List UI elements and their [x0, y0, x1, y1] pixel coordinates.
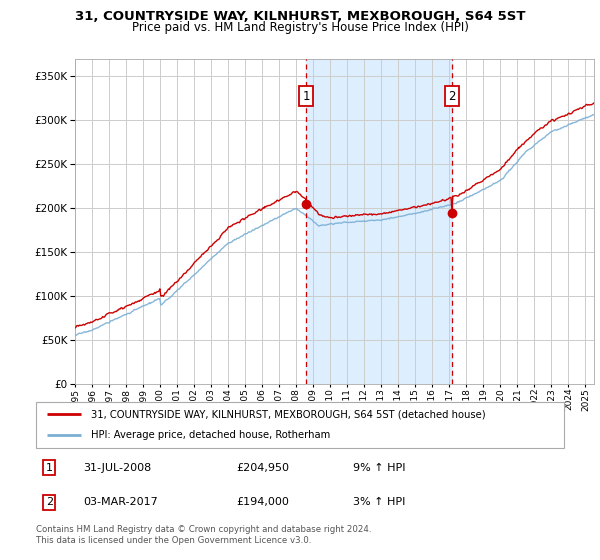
- Text: Contains HM Land Registry data © Crown copyright and database right 2024.: Contains HM Land Registry data © Crown c…: [36, 525, 371, 534]
- Text: 31, COUNTRYSIDE WAY, KILNHURST, MEXBOROUGH, S64 5ST (detached house): 31, COUNTRYSIDE WAY, KILNHURST, MEXBOROU…: [91, 409, 486, 419]
- Text: 03-MAR-2017: 03-MAR-2017: [83, 497, 158, 507]
- Text: 31-JUL-2008: 31-JUL-2008: [83, 463, 152, 473]
- Text: HPI: Average price, detached house, Rotherham: HPI: Average price, detached house, Roth…: [91, 431, 331, 441]
- Text: 1: 1: [46, 463, 53, 473]
- Text: £194,000: £194,000: [236, 497, 290, 507]
- Text: 3% ↑ HPI: 3% ↑ HPI: [353, 497, 405, 507]
- Text: 2: 2: [46, 497, 53, 507]
- Text: 1: 1: [302, 90, 310, 102]
- Text: £204,950: £204,950: [236, 463, 290, 473]
- Text: 31, COUNTRYSIDE WAY, KILNHURST, MEXBOROUGH, S64 5ST: 31, COUNTRYSIDE WAY, KILNHURST, MEXBOROU…: [75, 10, 525, 23]
- Text: 9% ↑ HPI: 9% ↑ HPI: [353, 463, 406, 473]
- FancyBboxPatch shape: [36, 402, 564, 448]
- Bar: [306, 59, 452, 384]
- Text: 2: 2: [449, 90, 456, 102]
- Text: Price paid vs. HM Land Registry's House Price Index (HPI): Price paid vs. HM Land Registry's House …: [131, 21, 469, 34]
- Text: This data is licensed under the Open Government Licence v3.0.: This data is licensed under the Open Gov…: [36, 536, 311, 545]
